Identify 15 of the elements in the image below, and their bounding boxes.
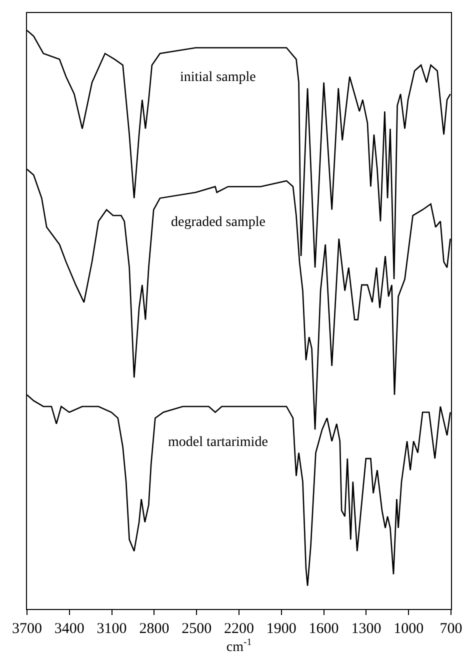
- x-tick-label: 3700: [12, 621, 42, 637]
- x-tick-label: 3400: [54, 621, 84, 637]
- series-label: initial sample: [180, 70, 256, 85]
- x-tick-label: 1900: [266, 621, 296, 637]
- series-label: model tartarimide: [168, 435, 268, 450]
- x-tick-label: 1000: [394, 621, 424, 637]
- x-axis-title: cm$^{-1}$: [226, 637, 252, 655]
- x-tick-label: 3100: [96, 621, 127, 637]
- x-tick-label: 1300: [351, 621, 382, 637]
- series-label: degraded sample: [171, 215, 266, 230]
- x-tick-label: 1600: [308, 621, 339, 637]
- x-tick-label: 2200: [224, 621, 254, 637]
- x-tick-label: 2500: [182, 621, 212, 637]
- x-tick-label: 700: [440, 621, 462, 637]
- x-tick-label: 2800: [139, 621, 170, 637]
